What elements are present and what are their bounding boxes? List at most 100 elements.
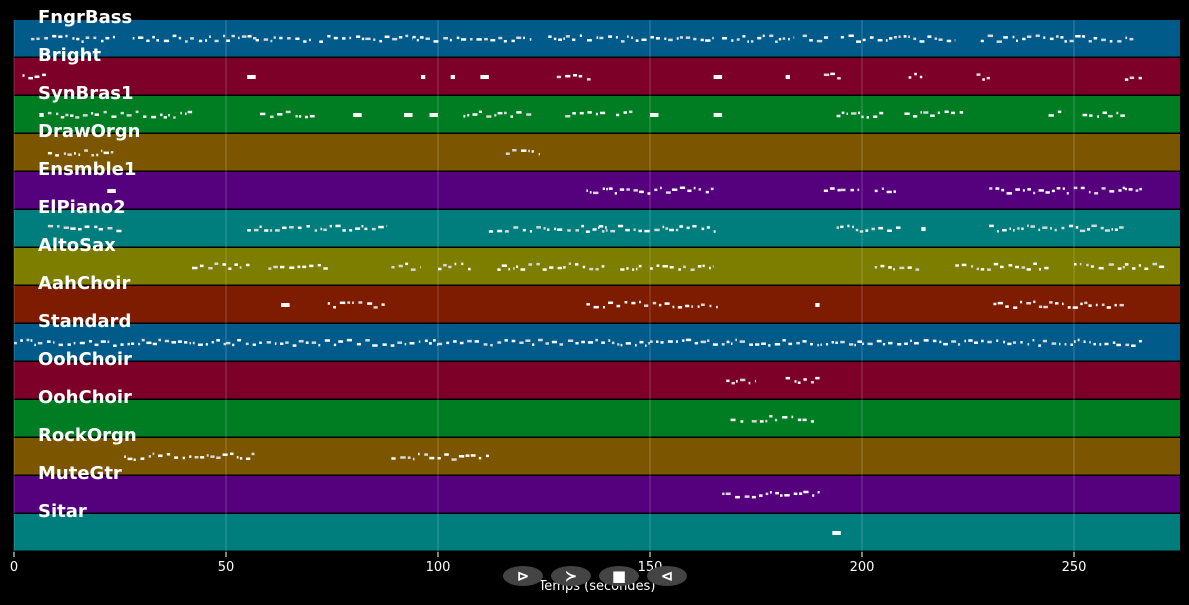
note-mark bbox=[528, 263, 533, 266]
note-mark bbox=[465, 454, 470, 457]
note-mark bbox=[14, 341, 17, 345]
note-mark bbox=[511, 39, 515, 43]
note-mark bbox=[639, 340, 644, 344]
note-mark bbox=[829, 187, 835, 190]
note-mark bbox=[840, 188, 846, 192]
note-mark bbox=[327, 302, 331, 305]
note-mark bbox=[504, 111, 507, 115]
note-mark bbox=[214, 39, 219, 43]
note-mark bbox=[1124, 78, 1129, 81]
note-mark bbox=[259, 112, 266, 116]
note-mark bbox=[608, 35, 613, 38]
note-mark bbox=[1089, 114, 1093, 117]
note-mark bbox=[927, 35, 932, 38]
note-mark bbox=[1094, 192, 1099, 195]
note-mark bbox=[365, 37, 371, 41]
note-mark bbox=[463, 114, 466, 118]
note-mark bbox=[44, 36, 49, 40]
note-mark bbox=[862, 342, 865, 346]
note-mark bbox=[755, 343, 760, 346]
track-label: Standard bbox=[38, 311, 132, 332]
back-button[interactable]: ⊲ bbox=[647, 566, 687, 586]
note-mark bbox=[878, 226, 884, 230]
note-mark bbox=[510, 115, 514, 118]
forward-button[interactable]: ≻ bbox=[551, 566, 591, 586]
note-mark bbox=[1101, 303, 1105, 307]
note-mark bbox=[920, 111, 923, 114]
note-mark bbox=[871, 227, 875, 231]
note-mark bbox=[624, 300, 628, 304]
note-mark bbox=[173, 116, 176, 119]
note-mark bbox=[593, 305, 599, 309]
note-mark bbox=[939, 340, 942, 344]
note-mark bbox=[993, 302, 997, 306]
note-mark bbox=[866, 116, 869, 119]
note-mark bbox=[1012, 35, 1015, 39]
note-mark bbox=[494, 114, 497, 117]
note-mark bbox=[1079, 229, 1086, 233]
note-mark bbox=[511, 339, 516, 343]
note-mark bbox=[712, 36, 714, 40]
note-mark bbox=[295, 115, 298, 118]
note-mark bbox=[349, 229, 353, 232]
note-mark bbox=[164, 339, 170, 343]
note-mark bbox=[488, 230, 494, 233]
track-label: FngrBass bbox=[38, 7, 133, 28]
note-mark bbox=[876, 339, 882, 343]
note-mark bbox=[323, 228, 327, 232]
note-mark bbox=[802, 418, 807, 422]
note-mark bbox=[757, 36, 762, 40]
note-mark bbox=[1082, 113, 1088, 117]
note-mark bbox=[1054, 302, 1059, 305]
note-mark bbox=[74, 152, 76, 155]
note-mark bbox=[525, 339, 531, 342]
note-mark bbox=[1075, 34, 1081, 38]
note-mark bbox=[626, 188, 630, 191]
note-mark bbox=[1042, 339, 1047, 343]
note-mark bbox=[638, 190, 644, 194]
note-mark bbox=[1144, 267, 1149, 271]
note-mark bbox=[1051, 189, 1055, 193]
note-mark bbox=[840, 340, 845, 344]
note-mark bbox=[356, 342, 361, 346]
note-mark bbox=[1027, 224, 1029, 228]
note-mark bbox=[836, 226, 839, 229]
track-lane bbox=[14, 324, 1180, 361]
note-mark bbox=[631, 36, 634, 39]
note-mark bbox=[885, 39, 888, 42]
note-mark bbox=[954, 39, 956, 42]
note-mark bbox=[592, 228, 597, 231]
note-mark bbox=[516, 111, 522, 114]
note-mark bbox=[76, 37, 80, 41]
note-mark bbox=[472, 113, 478, 116]
track-lane bbox=[14, 172, 1180, 209]
note-mark bbox=[292, 344, 297, 347]
note-mark bbox=[57, 225, 60, 228]
note-mark bbox=[56, 112, 59, 116]
note-mark bbox=[361, 37, 365, 41]
note-mark bbox=[152, 35, 155, 39]
note-mark bbox=[934, 37, 938, 40]
track-lane bbox=[14, 248, 1180, 285]
note-mark bbox=[768, 344, 771, 347]
stop-button[interactable]: ■ bbox=[599, 566, 639, 586]
note-mark bbox=[1001, 228, 1007, 232]
play-button[interactable]: ⊳ bbox=[503, 566, 543, 586]
note-mark bbox=[474, 340, 480, 343]
note-mark bbox=[172, 34, 177, 38]
note-mark bbox=[620, 268, 625, 271]
piano-roll-plot bbox=[13, 20, 1180, 557]
note-mark bbox=[42, 73, 46, 77]
note-mark bbox=[483, 343, 488, 346]
note-mark bbox=[644, 304, 649, 307]
note-mark bbox=[1050, 227, 1052, 230]
note-mark bbox=[324, 339, 331, 342]
x-tick-label: 200 bbox=[849, 560, 875, 575]
note-mark bbox=[880, 264, 885, 268]
note-mark bbox=[1026, 35, 1032, 38]
note-mark bbox=[645, 344, 647, 347]
note-mark bbox=[303, 40, 307, 43]
note-mark bbox=[982, 78, 985, 81]
note-mark bbox=[1090, 265, 1094, 268]
note-mark bbox=[538, 338, 543, 342]
